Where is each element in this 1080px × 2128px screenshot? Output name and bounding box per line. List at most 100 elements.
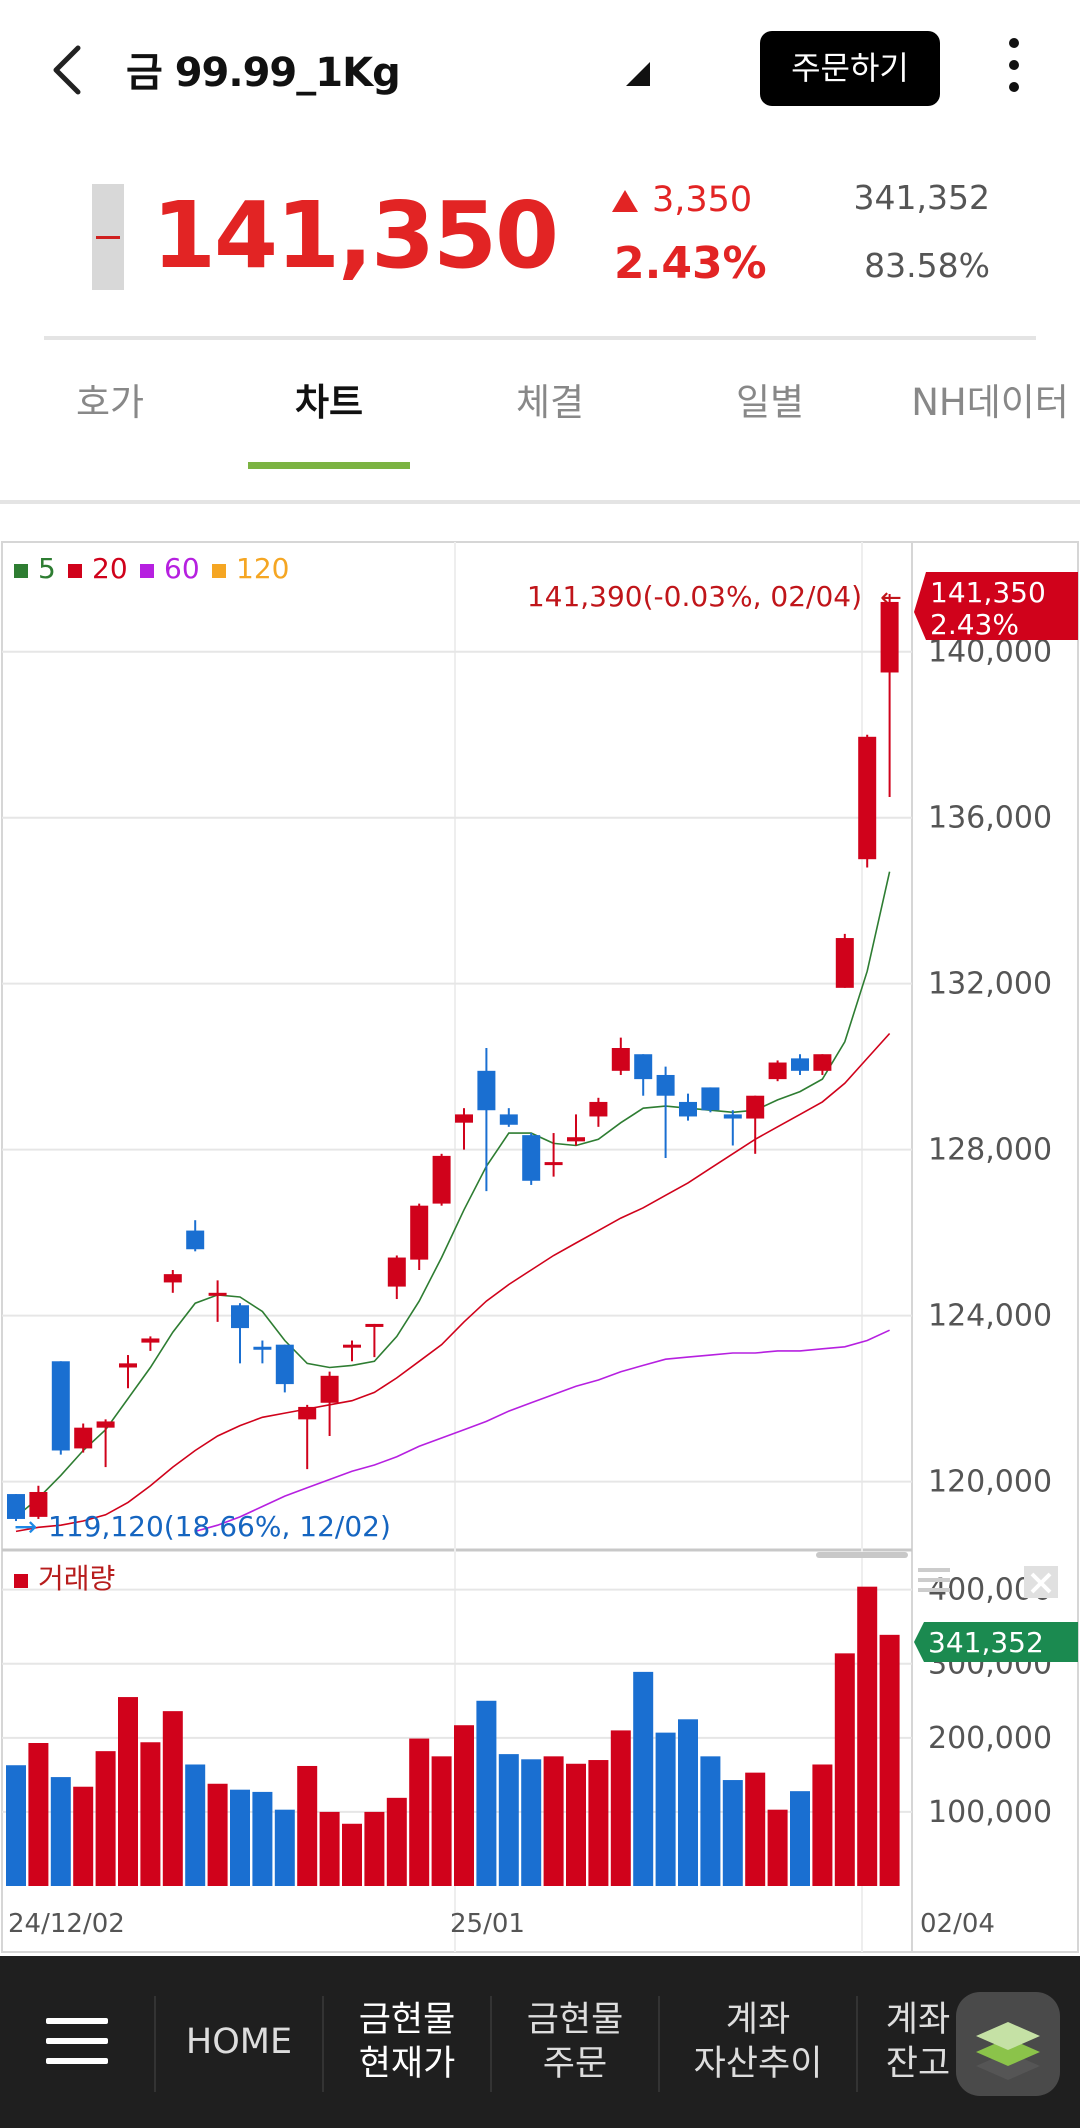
nav-home[interactable]: HOME [185, 2022, 293, 2062]
change-rate: 2.43% [614, 238, 767, 289]
panel-menu-icon[interactable] [918, 1568, 950, 1592]
price-tick-label: 136,000 [928, 801, 1052, 836]
order-button[interactable]: 주문하기 [760, 31, 940, 106]
candle-body [298, 1406, 317, 1420]
chart-legend: 5 20 60 120 [14, 552, 289, 585]
candle-body [410, 1205, 429, 1260]
price-tick-label: 128,000 [928, 1133, 1052, 1168]
more-vertical-icon[interactable] [996, 38, 1032, 100]
volume-bar [476, 1700, 497, 1886]
volume-bar [767, 1809, 788, 1886]
candle-body [835, 938, 854, 988]
hamburger-menu-icon[interactable] [46, 2018, 108, 2070]
volume-bar [252, 1791, 273, 1886]
volume-tick-label: 200,000 [928, 1721, 1052, 1756]
low-annotation: 119,120(18.66%, 12/02) [48, 1510, 391, 1543]
candle-body [499, 1114, 518, 1125]
resize-handle[interactable] [816, 1552, 908, 1558]
tab-orderbook[interactable]: 호가 [75, 381, 145, 424]
price-chart[interactable]: 140,000 136,000 132,000 128,000 124,000 120,0… [0, 540, 1080, 1956]
candle-body [320, 1375, 339, 1403]
layers-icon[interactable] [956, 1992, 1060, 2096]
bottom-navigation: HOME 금현물 현재가 금현물 주문 계좌 자산추이 계좌 잔고 [0, 1956, 1080, 2128]
candle-body [343, 1344, 361, 1348]
candle-body [231, 1305, 249, 1329]
candle-body [365, 1323, 384, 1327]
candle-body [29, 1491, 48, 1517]
volume-bar [409, 1738, 430, 1886]
price-tick-label: 132,000 [928, 967, 1052, 1002]
volume-bar [678, 1719, 698, 1886]
candle-body [51, 1361, 70, 1451]
divider [0, 500, 1080, 504]
candle-body [477, 1070, 496, 1111]
volume-current-label: 341,352 [914, 1622, 1078, 1662]
volume-bar [342, 1823, 362, 1886]
ma5-line [15, 871, 891, 1518]
app-header: 금 99.99_1Kg 주문하기 [0, 0, 1080, 140]
ma20-line [15, 1032, 891, 1533]
volume-bar [543, 1756, 564, 1886]
back-button[interactable] [40, 36, 100, 104]
nav-gold-order[interactable]: 금현물 주문 [526, 2000, 624, 2084]
nav-gold-current-price[interactable]: 금현물 현재가 [358, 2000, 456, 2084]
candle-body [432, 1155, 451, 1204]
price-tick-label: 120,000 [928, 1465, 1052, 1500]
candle-body [768, 1062, 787, 1080]
candle-body [208, 1292, 227, 1296]
nav-account-assets[interactable]: 계좌 자산추이 [693, 2000, 823, 2084]
volume-bar [162, 1711, 183, 1886]
tab-daily[interactable]: 일별 [735, 381, 805, 424]
candle-body [522, 1135, 541, 1181]
candle-body [544, 1162, 563, 1166]
price-tick-label: 124,000 [928, 1299, 1052, 1334]
x-label-start: 24/12/02 [8, 1909, 125, 1939]
close-panel-icon[interactable] [1024, 1566, 1058, 1598]
candle-body [634, 1054, 653, 1080]
volume-bar [857, 1586, 878, 1886]
volume-bar [722, 1780, 743, 1886]
volume-bar [566, 1763, 586, 1886]
candle-body [880, 601, 899, 673]
high-annotation: 141,390(-0.03%, 02/04) [527, 580, 862, 613]
x-label-end: 02/04 [920, 1909, 995, 1939]
candle-body [723, 1114, 742, 1119]
price-change: 3,350 [652, 180, 753, 220]
current-price-label: 141,350 2.43% [914, 572, 1078, 641]
volume-bar [633, 1671, 654, 1886]
legend-ma20: 20 [92, 552, 128, 585]
arrow-right-icon: → [14, 1510, 37, 1543]
candle-body [611, 1048, 630, 1071]
current-rate-tag: 2.43% [930, 608, 1019, 641]
tab-chart[interactable]: 차트 [294, 381, 364, 424]
tab-trades[interactable]: 체결 [515, 381, 585, 424]
volume-bar [364, 1811, 385, 1886]
candle-body [74, 1427, 93, 1449]
candle-body [656, 1074, 675, 1096]
candle-body [746, 1095, 765, 1119]
volume-tick-label: 100,000 [928, 1795, 1052, 1830]
volume-bar [297, 1765, 318, 1886]
candle-body [186, 1230, 205, 1250]
dropdown-triangle-icon[interactable] [624, 60, 652, 88]
tab-nh-data[interactable]: NH데이터 [911, 381, 1069, 424]
volume-bar [185, 1764, 206, 1886]
volume-current-tag: 341,352 [928, 1626, 1044, 1659]
volume-bar [386, 1797, 407, 1886]
volume-bar [745, 1772, 766, 1886]
candle-body [813, 1054, 832, 1071]
volume-bar [207, 1783, 228, 1886]
page-title[interactable]: 금 99.99_1Kg [126, 50, 401, 96]
mini-candle-icon [92, 184, 124, 290]
x-label-mid: 25/01 [450, 1909, 525, 1939]
up-arrow-icon [612, 190, 638, 212]
volume-bar [431, 1756, 452, 1886]
volume-rate: 83.58% [864, 246, 990, 285]
nav-account-balance[interactable]: 계좌 잔고 [885, 2000, 951, 2084]
candle-body [141, 1338, 160, 1343]
candle-body [567, 1137, 585, 1142]
trade-volume: 341,352 [853, 178, 990, 217]
volume-bar [700, 1756, 721, 1886]
candle-body [253, 1346, 272, 1350]
candle-body [701, 1087, 720, 1111]
